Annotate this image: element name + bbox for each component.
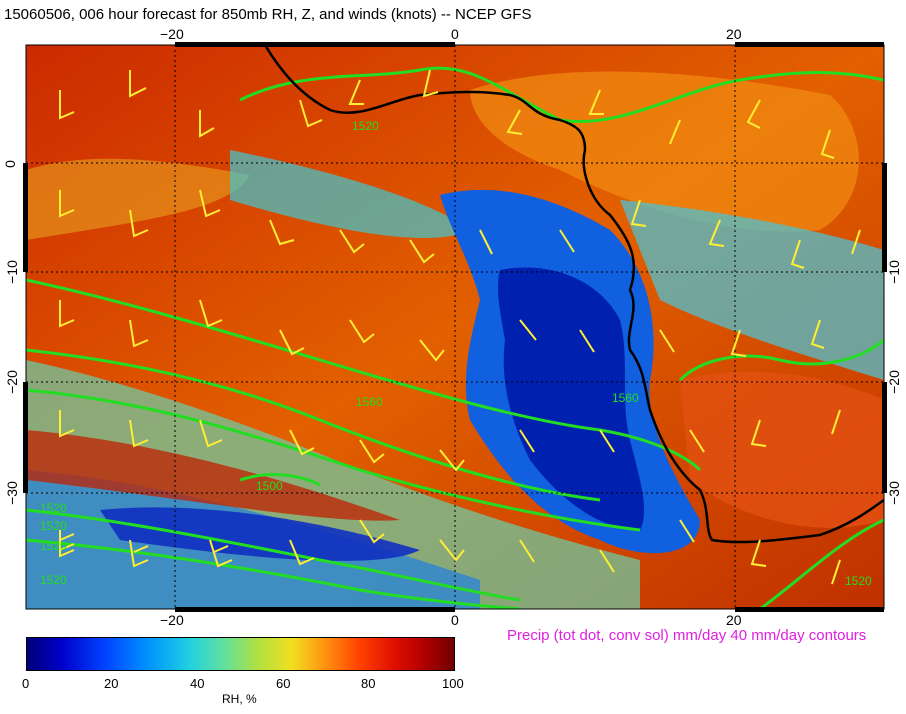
contour-label: 1520: [845, 574, 872, 588]
z-contours: [26, 66, 884, 609]
z-contour-1560: [26, 278, 702, 472]
y-tick-left: −20: [3, 370, 20, 394]
z-contour-1520-b: [26, 388, 641, 532]
coastline: [263, 45, 884, 544]
contour-label: 1520: [40, 501, 67, 515]
contour-label: 1520: [352, 119, 379, 133]
graticule: [26, 45, 884, 609]
contour-label: 1560: [612, 391, 639, 405]
x-tick-top: 0: [451, 26, 459, 42]
rh-patch-west-green: [26, 158, 250, 240]
rh-patch-southeast-orange: [680, 371, 884, 528]
colorbar-tick: 100: [442, 676, 464, 691]
contour-label: 1520: [40, 519, 67, 533]
colorbar-tick: 20: [104, 676, 119, 691]
z-contour-east: [678, 338, 884, 382]
colorbar-label: RH, %: [222, 692, 257, 706]
precip-note: Precip (tot dot, conv sol) mm/day 40 mm/…: [507, 627, 867, 644]
x-tick-bottom: 20: [726, 612, 742, 628]
rh-patch-teal-band: [230, 150, 470, 239]
colorbar-tick: 60: [276, 676, 291, 691]
frame-scale-bars: [23, 42, 887, 612]
z-contour-southeast: [759, 518, 884, 609]
contour-label: 1520: [40, 573, 67, 587]
y-tick-left: −30: [3, 481, 20, 505]
y-tick-right: −20: [885, 370, 902, 394]
z-contour-1520-a: [26, 348, 601, 502]
x-tick-bottom: −20: [160, 612, 184, 628]
contour-label: 1520: [40, 539, 67, 553]
x-tick-bottom: 0: [451, 612, 459, 628]
z-contour-south-b: [26, 538, 521, 609]
colorbar: [26, 637, 455, 671]
contour-labels: 1520 1560 1500 1520 1520 1520 1520 1560 …: [40, 119, 872, 588]
y-tick-right: −10: [885, 260, 902, 284]
rh-patch-red-band-south: [26, 430, 400, 521]
colorbar-tick: 40: [190, 676, 205, 691]
rh-dry-core: [497, 267, 645, 530]
y-tick-left: −10: [3, 260, 20, 284]
x-tick-top: 20: [726, 26, 742, 42]
x-tick-top: −20: [160, 26, 184, 42]
contour-label: 1500: [256, 479, 283, 493]
colorbar-tick: 0: [22, 676, 30, 691]
z-contour-1500: [239, 473, 321, 487]
rh-patch-north-dry: [470, 71, 859, 232]
y-tick-right: −30: [885, 481, 902, 505]
wind-barbs: [59, 69, 861, 585]
y-tick-left: 0: [1, 160, 18, 168]
map-title: 15060506, 006 hour forecast for 850mb RH…: [4, 6, 532, 23]
colorbar-tick: 80: [361, 676, 376, 691]
contour-label: 1560: [356, 395, 383, 409]
rh-dry-southwest: [100, 507, 420, 561]
rh-patch-east-teal: [620, 200, 884, 380]
colorbar-gradient: [26, 637, 455, 671]
